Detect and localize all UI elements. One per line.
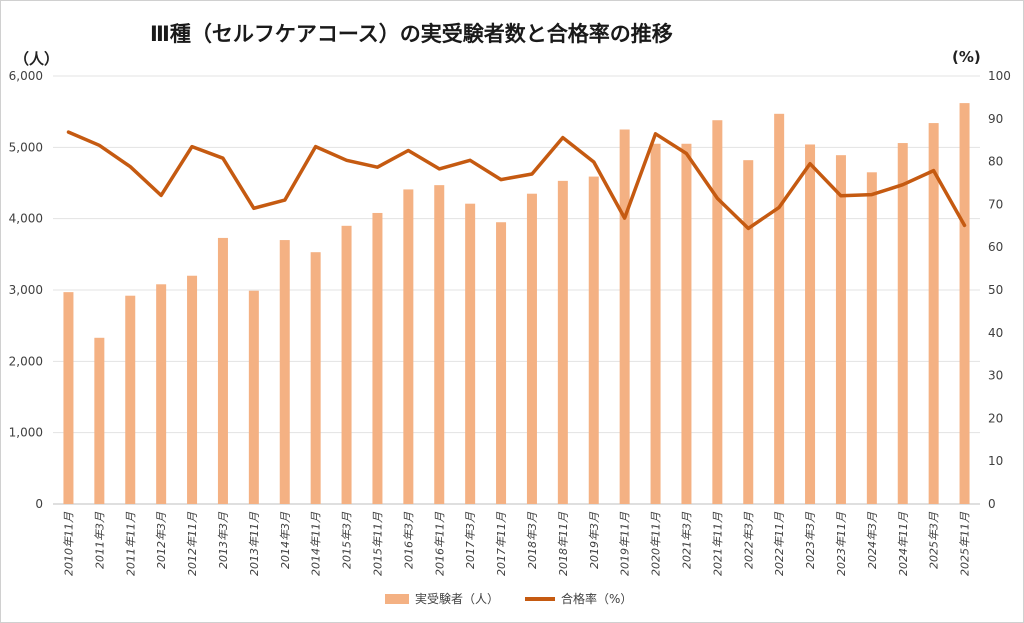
bar (310, 252, 321, 504)
left-axis-unit: （人） (14, 50, 60, 68)
x-axis-tick: 2014年3月 (279, 511, 292, 569)
left-axis-tick: 0 (35, 497, 43, 511)
bar (619, 129, 630, 504)
right-axis-tick: 80 (988, 155, 1003, 169)
right-axis-tick: 30 (988, 369, 1003, 383)
x-axis-tick: 2018年3月 (526, 511, 539, 569)
x-axis-tick: 2017年11月 (495, 511, 508, 576)
bar (341, 225, 352, 505)
x-axis-tick: 2019年3月 (588, 511, 601, 569)
right-axis-tick: 20 (988, 411, 1003, 425)
x-axis-tick: 2018年11月 (557, 511, 570, 576)
bar (496, 222, 507, 504)
bar (866, 172, 877, 505)
x-axis-tick: 2017年3月 (464, 511, 477, 569)
x-axis-tick: 2025年3月 (928, 511, 941, 569)
right-axis-tick: 10 (988, 454, 1003, 468)
bar (156, 284, 167, 504)
x-axis-tick: 2023年3月 (804, 511, 817, 569)
x-axis-tick: 2012年11月 (186, 511, 199, 576)
bar (217, 237, 228, 504)
legend-line-swatch (525, 596, 556, 601)
x-axis-tick: 2024年11月 (897, 511, 910, 576)
bar (743, 160, 754, 504)
x-axis-tick: 2020年11月 (650, 511, 663, 576)
x-axis-tick: 2022年11月 (773, 511, 786, 576)
pass-rate-line (66, 130, 967, 231)
bar (959, 103, 970, 505)
bar (805, 144, 816, 505)
x-axis-tick: 2012年3月 (155, 511, 168, 569)
bar (125, 295, 136, 504)
bar (63, 292, 74, 504)
right-axis-tick: 50 (988, 283, 1003, 297)
bar (557, 180, 568, 505)
bar (465, 203, 476, 505)
right-axis-tick: 100 (988, 69, 1011, 83)
bar (897, 143, 908, 504)
x-axis-tick: 2022年3月 (742, 511, 755, 569)
legend-bar-label: 実受験者（人） (415, 592, 500, 606)
x-axis-tick: 2011年11月 (124, 511, 137, 576)
bar (835, 155, 846, 504)
bar (588, 176, 599, 504)
bar (434, 185, 445, 504)
legend-bar-swatch (385, 593, 409, 604)
x-axis-tick: 2025年11月 (959, 511, 972, 576)
bar (403, 189, 414, 505)
left-axis-tick: 1,000 (9, 426, 43, 440)
legend-item-bar: 実受験者（人） (385, 590, 499, 607)
x-axis-tick: 2015年3月 (341, 511, 354, 569)
x-axis-tick: 2013年11月 (248, 511, 261, 576)
bar (248, 290, 259, 504)
right-axis-tick: 90 (988, 112, 1003, 126)
x-axis-tick: 2016年11月 (433, 511, 446, 576)
x-axis-tick: 2013年3月 (217, 511, 230, 569)
legend: 実受験者（人） 合格率（%） (385, 590, 632, 607)
bar (94, 337, 105, 504)
right-axis-unit: (%) (952, 48, 981, 66)
bar (279, 240, 290, 505)
bar (928, 123, 939, 504)
x-axis-tick: 2010年11月 (62, 511, 75, 576)
left-axis-tick: 4,000 (9, 212, 43, 226)
x-axis-tick: 2015年11月 (371, 511, 384, 576)
left-axis-tick: 2,000 (9, 354, 43, 368)
x-axis-tick: 2023年11月 (835, 511, 848, 576)
left-axis-tick: 5,000 (9, 140, 43, 154)
bar (650, 143, 661, 504)
x-axis-tick: 2011年3月 (93, 511, 106, 569)
x-axis-tick: 2019年11月 (619, 511, 632, 576)
x-axis-tick: 2024年3月 (866, 511, 879, 569)
x-axis-tick: 2014年11月 (310, 511, 323, 576)
x-axis-tick: 2016年3月 (402, 511, 415, 569)
right-axis-tick: 70 (988, 197, 1003, 211)
x-axis-tick: 2021年11月 (711, 511, 724, 576)
bar (712, 120, 723, 504)
bar (372, 212, 383, 504)
bar (681, 143, 692, 504)
bar (187, 275, 198, 504)
legend-line-label: 合格率（%） (561, 592, 633, 606)
right-axis-tick: 40 (988, 326, 1003, 340)
left-axis-tick: 3,000 (9, 283, 43, 297)
left-axis-tick: 6,000 (9, 69, 43, 83)
chart-title: Ⅲ種（セルフケアコース）の実受験者数と合格率の推移 (150, 22, 673, 46)
bar (526, 193, 537, 504)
right-axis-tick: 0 (988, 497, 996, 511)
legend-item-line: 合格率（%） (525, 590, 632, 607)
x-axis-tick: 2021年3月 (680, 511, 693, 569)
right-axis-tick: 60 (988, 240, 1003, 254)
bar (774, 113, 785, 504)
